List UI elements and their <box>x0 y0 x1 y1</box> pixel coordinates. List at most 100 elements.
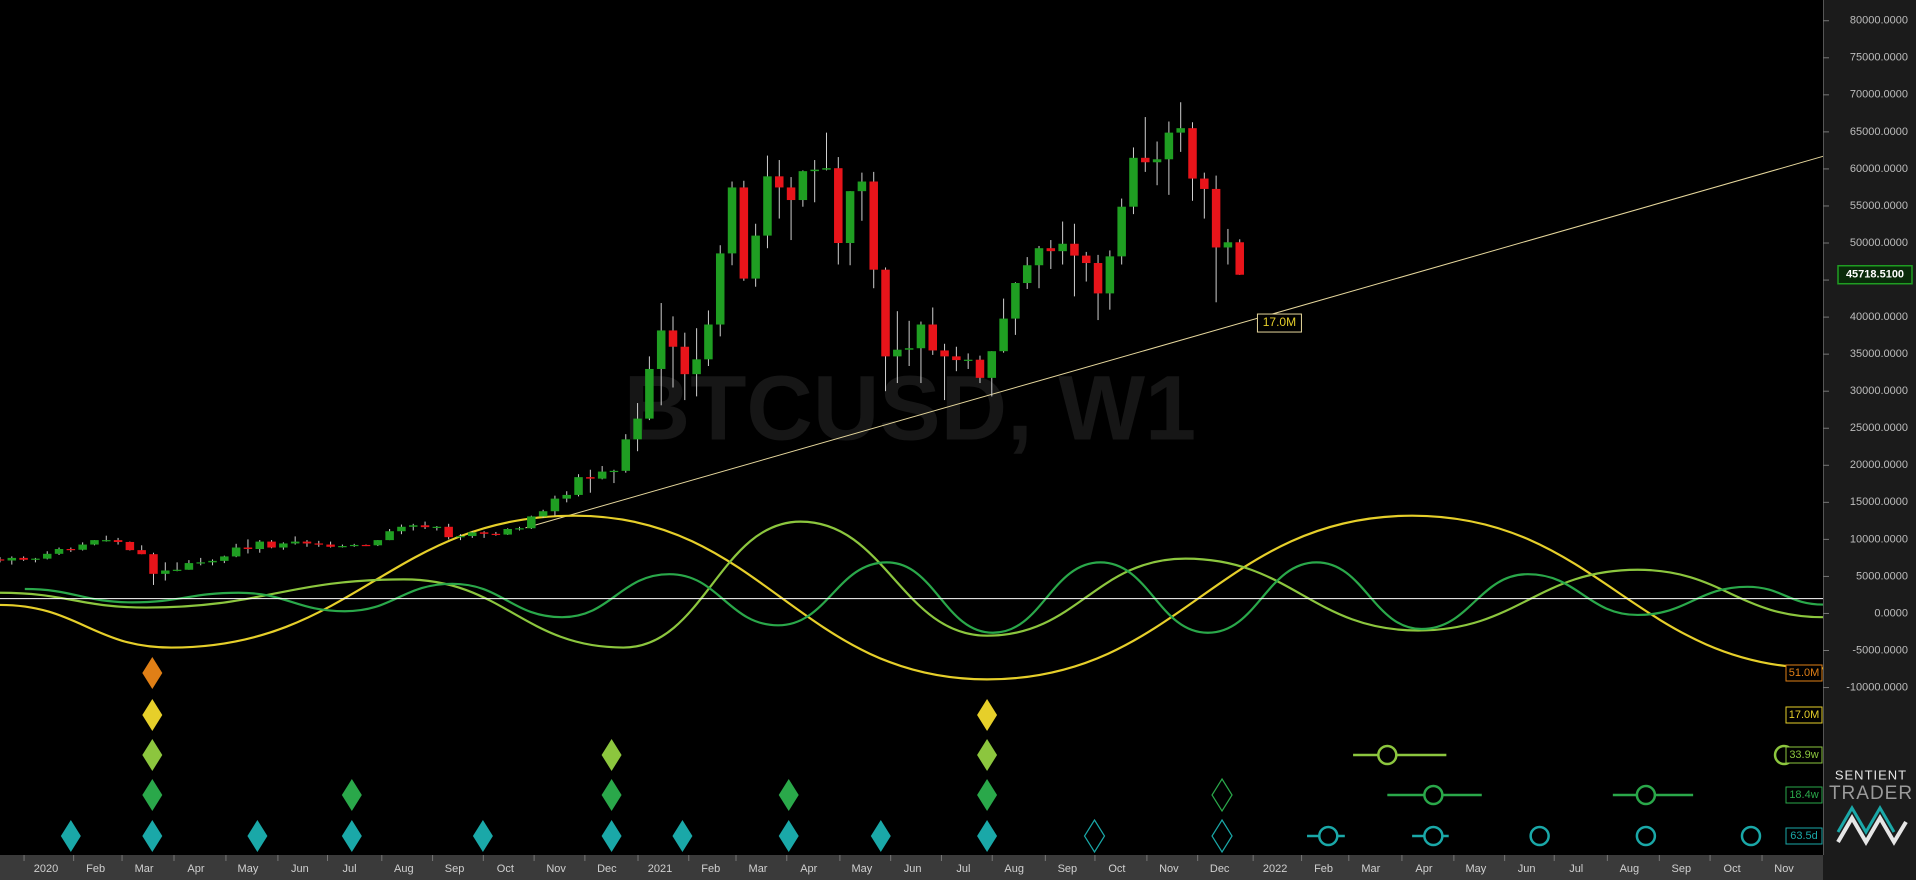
candle-body <box>1046 248 1056 252</box>
candle <box>479 531 489 538</box>
cycle-trough-marker <box>601 820 622 852</box>
candle <box>1081 251 1091 282</box>
candle-body <box>538 511 548 517</box>
candle-body <box>196 562 205 564</box>
candle-body <box>1152 159 1162 163</box>
candle <box>444 523 453 540</box>
cycle-trough-marker <box>977 779 998 811</box>
candle <box>184 560 194 570</box>
candle <box>149 552 158 585</box>
candle-body <box>408 525 418 527</box>
candle-body <box>1105 256 1115 294</box>
candle <box>397 524 406 535</box>
candle <box>137 545 146 555</box>
trendline-label: 17.0M <box>1263 315 1296 329</box>
x-tick-label: 2022 <box>1263 863 1287 875</box>
y-tick-label: 25000.0000 <box>1850 422 1908 434</box>
x-tick-label: Jun <box>904 863 922 875</box>
candle-body <box>775 176 784 188</box>
candle-body <box>420 525 430 528</box>
candle <box>704 310 713 367</box>
candle-body <box>267 541 276 548</box>
candle-body <box>574 477 583 495</box>
cycle-trough-marker <box>977 699 998 731</box>
cycle-projected-trough <box>1635 825 1657 847</box>
candle-body <box>1011 283 1020 319</box>
candle <box>952 346 961 372</box>
cycle-label-box <box>1785 706 1823 724</box>
y-tick-label: 30000.0000 <box>1850 385 1908 397</box>
candle <box>456 534 465 541</box>
candle-body <box>656 330 666 369</box>
x-tick-label: Nov <box>1159 863 1179 875</box>
candle-body <box>1223 242 1233 248</box>
candle-body <box>527 516 536 529</box>
candle <box>810 160 819 203</box>
candle <box>420 521 430 530</box>
cycle-trough-marker <box>142 657 163 689</box>
cycle-wave <box>24 561 1824 634</box>
candle <box>42 551 52 560</box>
candle <box>113 537 123 545</box>
y-tick-label: 5000.0000 <box>1856 570 1908 582</box>
cycle-label-box <box>1785 664 1823 682</box>
candle-body <box>279 543 288 548</box>
candle <box>904 320 914 367</box>
cycle-projected-trough <box>1423 784 1444 806</box>
candle <box>574 474 583 497</box>
candle-body <box>881 269 890 357</box>
cycle-trough-marker <box>142 820 163 852</box>
x-tick-label: 2021 <box>648 863 672 875</box>
cycle-projected-trough <box>1635 784 1657 806</box>
y-tick-label: 15000.0000 <box>1850 496 1908 508</box>
candle-body <box>19 557 28 560</box>
candle <box>822 132 831 171</box>
candle <box>196 557 205 566</box>
x-tick-label: Oct <box>497 863 514 875</box>
cycle-label-box <box>1785 746 1823 764</box>
candle <box>928 307 938 355</box>
candle <box>1105 250 1115 310</box>
cycle-trough-marker <box>60 820 81 852</box>
candle <box>208 559 217 566</box>
candle-body <box>302 541 312 544</box>
cycle-label-box <box>1785 827 1823 845</box>
candle-body <box>952 356 961 361</box>
candle-body <box>290 541 300 544</box>
candle <box>349 543 359 547</box>
candle <box>987 351 997 397</box>
candle <box>19 556 28 561</box>
candle <box>267 540 276 549</box>
x-tick-label: Aug <box>1004 863 1024 875</box>
candle <box>798 170 808 207</box>
x-tick-label: Feb <box>1314 863 1333 875</box>
candle <box>975 355 985 384</box>
candle <box>1117 198 1126 265</box>
cycle-trough-marker <box>601 779 622 811</box>
candle <box>326 541 335 548</box>
plot-area: 17.0M 51.0M 17.0M 33.9w 18.4w 63.5d <box>0 102 1824 854</box>
x-tick-label: Feb <box>86 863 105 875</box>
candle-body <box>102 540 111 542</box>
y-tick-label: 65000.0000 <box>1850 126 1908 138</box>
x-tick-label: Mar <box>135 863 154 875</box>
candle <box>680 332 690 401</box>
y-tick-label: 75000.0000 <box>1850 52 1908 64</box>
candle-body <box>444 526 453 538</box>
candle-body <box>255 541 265 550</box>
candle <box>834 157 843 265</box>
candle <box>302 540 312 547</box>
candle <box>0 557 5 563</box>
y-tick-label: 10000.0000 <box>1850 533 1908 545</box>
candle <box>1022 257 1032 289</box>
y-tick-label: 35000.0000 <box>1850 348 1908 360</box>
candle <box>54 547 64 555</box>
candle <box>1011 282 1020 335</box>
candle-body <box>1117 206 1126 257</box>
cycle-trough-projected <box>1083 818 1106 854</box>
candle <box>668 316 678 388</box>
y-tick-label: 60000.0000 <box>1850 163 1908 175</box>
candle-body <box>338 546 347 548</box>
cycle-label: 17.0M <box>1789 709 1820 721</box>
